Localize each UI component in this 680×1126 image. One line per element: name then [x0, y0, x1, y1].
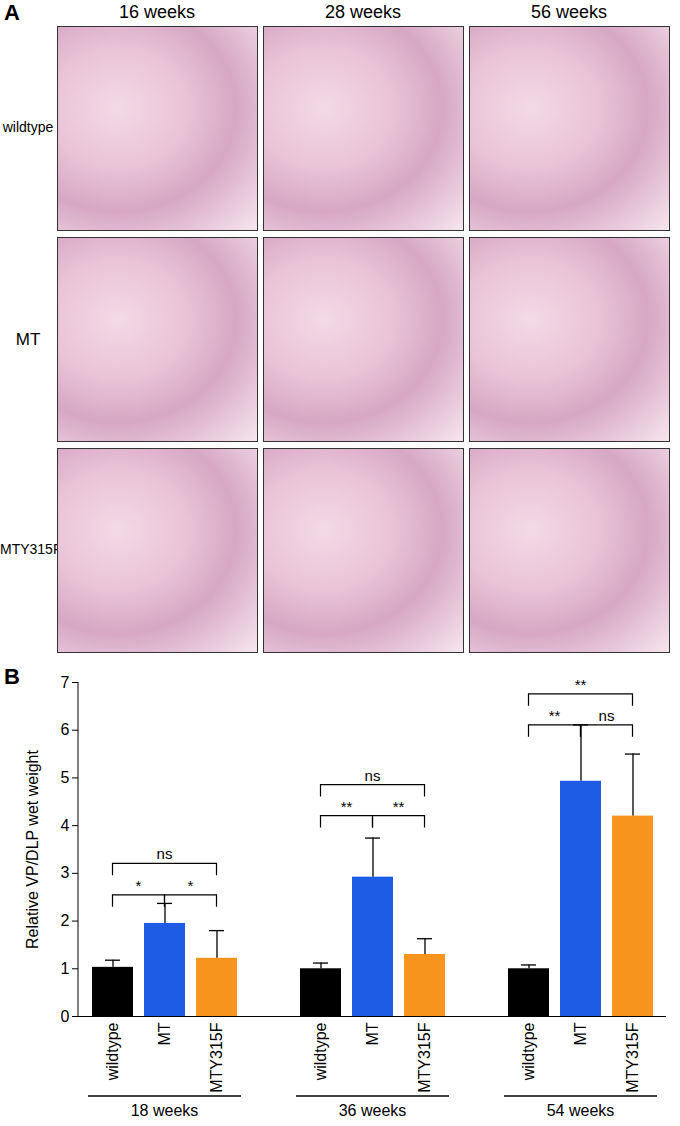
svg-text:3: 3 — [61, 864, 70, 881]
svg-text:6: 6 — [61, 721, 70, 738]
html-text:A: A — [4, 0, 20, 25]
svg-text:wildtype: wildtype — [312, 1022, 329, 1081]
svg-text:4: 4 — [61, 817, 70, 834]
svg-text:MT: MT — [156, 1022, 173, 1045]
html-text:28 weeks: 28 weeks — [325, 2, 401, 22]
svg-text:MT: MT — [572, 1022, 589, 1045]
svg-text:MTY315F: MTY315F — [624, 1022, 641, 1092]
html-text:wildtype: wildtype — [2, 118, 54, 135]
svg-text:7: 7 — [61, 674, 70, 691]
svg-text:Relative VP/DLP wet weight: Relative VP/DLP wet weight — [24, 749, 41, 948]
svg-text:ns: ns — [157, 845, 173, 862]
svg-text:wildtype: wildtype — [104, 1022, 121, 1081]
svg-text:wildtype: wildtype — [520, 1022, 537, 1081]
svg-text:**: ** — [575, 676, 587, 693]
html-text:MT: MT — [15, 329, 41, 349]
html-text:56 weeks: 56 weeks — [531, 2, 607, 22]
svg-text:MTY315F: MTY315F — [416, 1022, 433, 1092]
svg-text:1: 1 — [61, 960, 70, 977]
svg-text:**: ** — [341, 798, 353, 815]
svg-text:**: ** — [549, 707, 561, 724]
svg-text:*: * — [136, 877, 142, 894]
svg-text:18 weeks: 18 weeks — [131, 1102, 199, 1119]
svg-text:36 weeks: 36 weeks — [339, 1102, 407, 1119]
svg-text:5: 5 — [61, 769, 70, 786]
svg-text:ns: ns — [365, 767, 381, 784]
svg-text:2: 2 — [61, 912, 70, 929]
svg-text:0: 0 — [61, 1008, 70, 1025]
html-text:16 weeks: 16 weeks — [119, 2, 195, 22]
svg-text:MTY315F: MTY315F — [208, 1022, 225, 1092]
html-text:MTY315F: MTY315F — [0, 540, 62, 557]
svg-text:**: ** — [393, 798, 405, 815]
html-text:B: B — [4, 664, 20, 689]
svg-text:54 weeks: 54 weeks — [547, 1102, 615, 1119]
svg-text:*: * — [188, 877, 194, 894]
svg-text:MT: MT — [364, 1022, 381, 1045]
svg-text:ns: ns — [599, 707, 615, 724]
